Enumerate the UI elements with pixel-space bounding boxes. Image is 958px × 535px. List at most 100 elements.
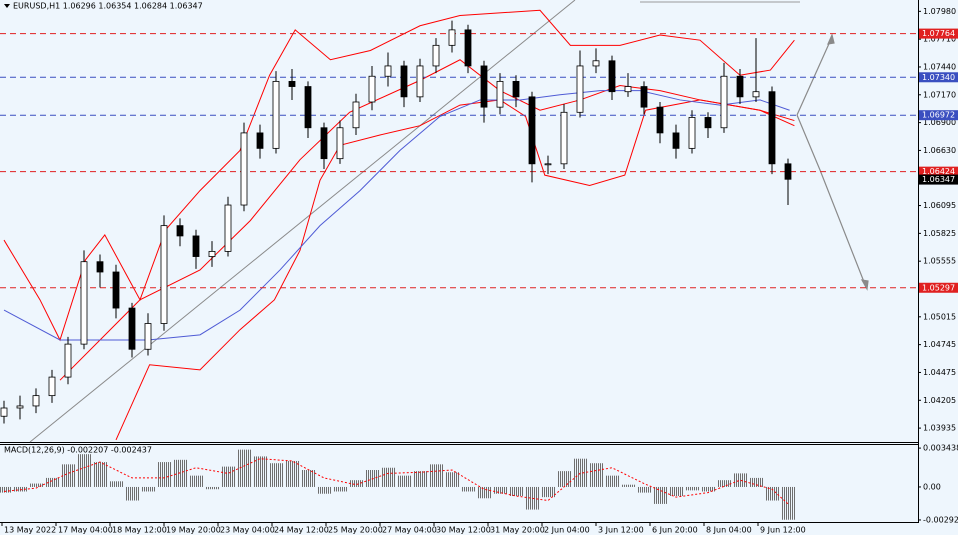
- signal-line: [3, 458, 789, 505]
- candle-body: [80, 261, 88, 345]
- candle-body: [576, 65, 584, 113]
- candle-body: [112, 271, 120, 309]
- x-tick-label: 27 May 04:00: [382, 526, 437, 535]
- arrow-down: [796, 114, 867, 288]
- macd-bar: [717, 480, 731, 487]
- y-tick-label: 0.003438: [923, 444, 958, 453]
- macd-bar: [29, 483, 43, 487]
- macd-bar: [685, 486, 699, 491]
- chart-title: EURUSD,H1 1.06296 1.06354 1.06284 1.0634…: [13, 2, 203, 11]
- candle-body: [416, 65, 424, 98]
- macd-bar: [621, 484, 635, 487]
- level-box: [919, 72, 958, 83]
- candle-body: [0, 407, 8, 417]
- candle-body: [720, 75, 728, 129]
- macd-bar: [429, 464, 443, 487]
- macd-bar: [525, 486, 539, 510]
- candle-body: [512, 80, 520, 98]
- macd-bar: [733, 473, 747, 487]
- y-tick-label: 1.03935: [923, 424, 956, 433]
- y-tick-label: 1.04475: [923, 368, 956, 377]
- candle-body: [160, 225, 168, 324]
- candle-body: [624, 86, 632, 93]
- candle-body: [48, 376, 56, 397]
- candle-body: [288, 80, 296, 87]
- y-tick-label: 1.07710: [923, 35, 956, 44]
- level-label: 1.06972: [922, 111, 955, 120]
- candle-body: [384, 65, 392, 77]
- level-label: 1.06347: [922, 175, 955, 184]
- x-tick-label: 18 May 12:00: [112, 526, 167, 535]
- candle-body: [96, 261, 104, 273]
- y-tick-label: 1.06900: [923, 118, 956, 127]
- macd-bar: [381, 467, 395, 487]
- macd-bar: [477, 486, 491, 499]
- candle-body: [304, 86, 312, 129]
- candle-body: [256, 132, 264, 149]
- macd-bar: [141, 486, 155, 492]
- x-tick-label: 3 Jun 12:00: [598, 526, 644, 535]
- x-tick-label: 30 May 12:00: [436, 526, 491, 535]
- candle-body: [672, 132, 680, 149]
- macd-bar: [509, 486, 523, 496]
- macd-bar: [333, 486, 347, 492]
- candle-body: [784, 163, 792, 180]
- candle-body: [272, 80, 280, 149]
- projection-arrows: [796, 33, 869, 291]
- level-box: [919, 166, 958, 177]
- x-tick-label: 23 May 04:00: [220, 526, 275, 535]
- macd-bar: [61, 464, 75, 487]
- y-tick-label: 1.05825: [923, 229, 956, 238]
- macd-bar: [77, 454, 91, 487]
- y-tick-label: 0.00: [923, 482, 941, 491]
- y-tick-label: -0.00292: [923, 515, 958, 524]
- x-tick-label: 24 May 12:00: [274, 526, 329, 535]
- macd-bar: [13, 486, 27, 492]
- macd-bar: [317, 486, 331, 494]
- candle-body: [688, 117, 696, 149]
- macd-bar: [573, 458, 587, 487]
- y-tick-label: 1.04745: [923, 340, 956, 349]
- candle-body: [320, 127, 328, 160]
- candle-body: [176, 225, 184, 237]
- candle-body: [144, 323, 152, 350]
- candle-body: [560, 111, 568, 165]
- candle-body: [752, 91, 760, 98]
- overlay-line: [3, 90, 790, 341]
- macd-bar: [589, 463, 603, 487]
- y-tick-label: 1.07170: [923, 90, 956, 99]
- candle-body: [432, 44, 440, 67]
- macd-bar: [557, 471, 571, 487]
- x-tick-label: 25 May 20:00: [328, 526, 383, 535]
- level-label: 1.07340: [922, 73, 955, 82]
- x-tick-label: 13 May 2022: [4, 526, 56, 535]
- macd-bar: [365, 470, 379, 487]
- candle-body: [128, 307, 136, 350]
- macd-bar: [461, 486, 475, 492]
- arrow-head: [860, 279, 869, 291]
- candle-body: [608, 60, 616, 93]
- macd-bar: [0, 486, 11, 493]
- arrow-head: [826, 33, 835, 45]
- y-tick-label: 1.05555: [923, 257, 956, 266]
- macd-bar: [445, 472, 459, 487]
- x-tick-label: 31 May 20:00: [490, 526, 545, 535]
- candle-body: [704, 117, 712, 129]
- overlay-line: [3, 9, 795, 342]
- macd-bar: [349, 480, 363, 487]
- candle-body: [64, 343, 72, 378]
- macd-bar: [541, 486, 555, 498]
- macd-bar: [269, 463, 283, 487]
- macd-bar: [765, 486, 779, 501]
- macd-bar: [637, 486, 651, 493]
- macd-bar: [749, 477, 763, 487]
- candle-body: [528, 96, 536, 165]
- candle-body: [32, 395, 40, 407]
- arrow-up: [796, 36, 833, 116]
- indicator-title: MACD(12,26,9) -0.002207 -0.002437: [4, 446, 152, 455]
- x-tick-label: 8 Jun 04:00: [706, 526, 752, 535]
- macd-bar: [205, 486, 219, 490]
- candle-body: [224, 204, 232, 252]
- macd-bar: [237, 449, 251, 487]
